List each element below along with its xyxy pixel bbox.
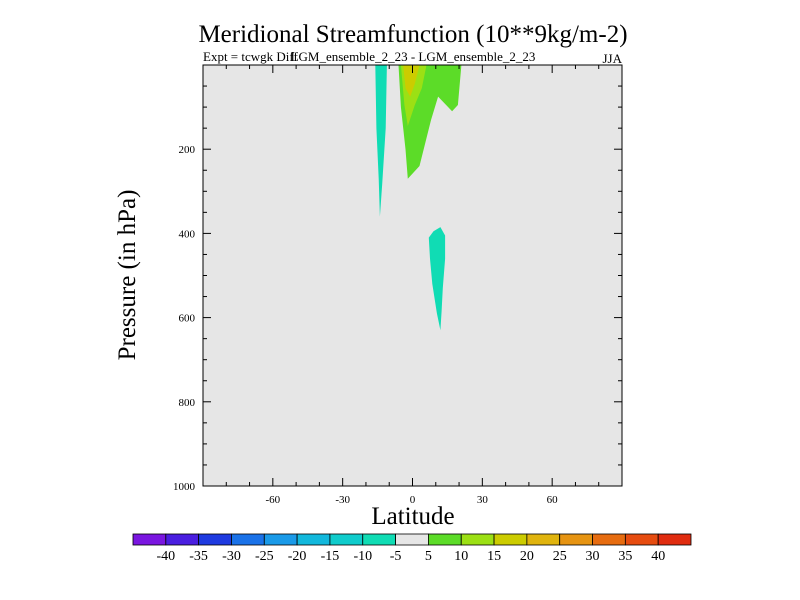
colorbar-label: -5: [390, 549, 402, 564]
colorbar-swatch: [231, 533, 265, 546]
colorbar-label: -10: [353, 549, 372, 564]
colorbar-swatch: [493, 533, 528, 546]
colorbar-label: 30: [586, 549, 600, 564]
chart-title: Meridional Streamfunction (10**9kg/m-2): [198, 21, 627, 48]
y-tick-label: 600: [179, 313, 196, 325]
colorbar-label: 15: [487, 549, 501, 564]
y-tick-label: 800: [179, 397, 196, 409]
x-tick-label: -60: [265, 494, 280, 506]
colorbar-swatch: [559, 533, 593, 546]
colorbar-label: 25: [553, 549, 567, 564]
colorbar-swatch: [362, 533, 396, 546]
colorbar-swatch: [329, 533, 364, 546]
contour-region-1: [428, 227, 446, 331]
chart-subtitle-right: JJA: [602, 51, 622, 66]
y-tick-label: 1000: [173, 481, 196, 493]
colorbar-swatch: [592, 533, 626, 546]
axis-ticks: -60 -30 0 30 60 200 400 600 800 1000: [173, 65, 622, 506]
colorbar-label: -30: [222, 549, 241, 564]
colorbar-swatch: [132, 533, 167, 546]
x-tick-label: 30: [477, 494, 489, 506]
colorbar-swatch: [657, 533, 692, 546]
contour-region-4: [403, 65, 420, 97]
y-tick-label: 200: [179, 144, 196, 156]
colorbar-label: 40: [651, 549, 665, 564]
chart-subtitle-left: Expt = tcwgk Diff: [203, 49, 298, 64]
contour-regions: [375, 65, 462, 331]
colorbar-label: 5: [425, 549, 432, 564]
colorbar-label: 10: [454, 549, 468, 564]
colorbar-swatch: [198, 533, 232, 546]
colorbar-swatch: [428, 533, 462, 546]
colorbar-swatch: [460, 533, 495, 546]
colorbar-swatch: [263, 533, 298, 546]
colorbar-label: 20: [520, 549, 534, 564]
x-axis-label: Latitude: [371, 503, 454, 530]
colorbar-swatch: [395, 533, 429, 546]
colorbar-swatch: [296, 533, 331, 546]
colorbar-label: -35: [189, 549, 208, 564]
colorbar-label: -20: [288, 549, 307, 564]
colorbar-label: -40: [156, 549, 175, 564]
colorbar-label: -25: [255, 549, 274, 564]
colorbar-swatch: [624, 533, 659, 546]
y-tick-label: 400: [179, 228, 196, 240]
colorbar-swatch: [526, 533, 561, 546]
colorbar: -40 -35 -30 -25 -20 -15 -10 -5 5 10 15 20 25 30 35 40: [132, 533, 692, 564]
colorbar-swatch: [165, 533, 200, 546]
colorbar-label: -15: [321, 549, 340, 564]
y-axis-label: Pressure (in hPa): [114, 190, 141, 361]
contour-region-0: [375, 65, 387, 217]
x-tick-label: -30: [335, 494, 350, 506]
x-tick-label: 60: [547, 494, 559, 506]
x-tick-label: 0: [410, 494, 416, 506]
colorbar-label: 35: [618, 549, 632, 564]
chart-subtitle-center: LGM_ensemble_2_23 - LGM_ensemble_2_23: [291, 49, 536, 64]
